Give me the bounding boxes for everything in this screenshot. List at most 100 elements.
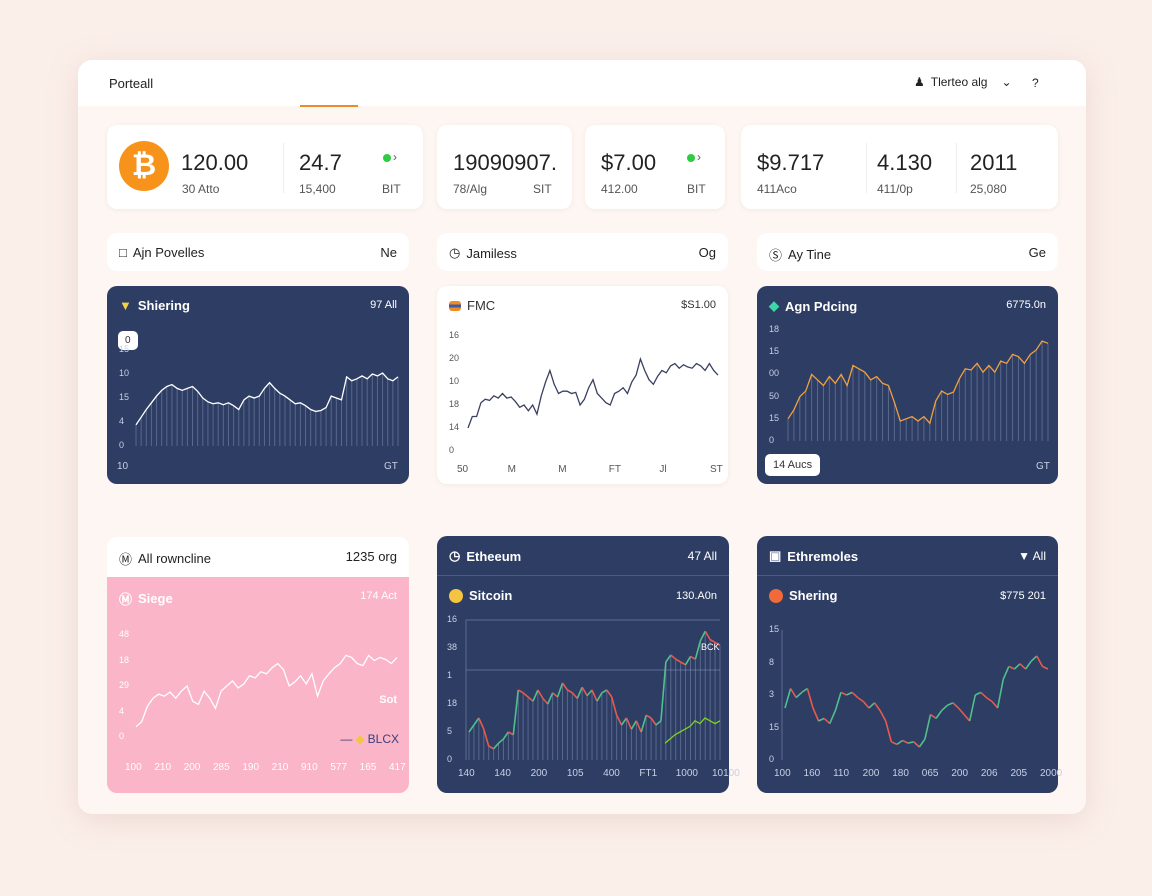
x-tick-label: 105: [566, 768, 584, 779]
y-tick-label: 18: [119, 654, 130, 665]
gem-icon: ◆: [769, 298, 779, 313]
series-label: BCK: [701, 642, 720, 652]
chart-plot: [467, 356, 719, 429]
pill-value: Og: [698, 245, 716, 260]
price-segment: [1042, 665, 1049, 670]
help-button[interactable]: ?: [1032, 76, 1039, 90]
price-segment: [591, 689, 598, 702]
price-segment: [1008, 665, 1015, 670]
price-segment: [935, 710, 943, 719]
y-tick-label: 14: [449, 422, 460, 432]
stat-card-group: $9.717 411Aco 4.130 411/0p 2011 25,080: [741, 125, 1058, 209]
price-segment: [561, 682, 569, 691]
price-segment: [610, 696, 618, 716]
filter-dropdown[interactable]: ▼ All: [1018, 549, 1046, 563]
section-pill[interactable]: ◷ Jamiless Og: [437, 233, 728, 271]
x-tick-label: 200: [862, 768, 880, 779]
price-segment: [840, 691, 847, 696]
chart-title: Agn Pdcing: [785, 298, 858, 314]
x-tick-label: 140: [494, 768, 511, 779]
price-segment: [996, 679, 1005, 709]
price-segment: [980, 691, 987, 699]
section-pill[interactable]: □ Ajn Povelles Ne: [107, 233, 409, 271]
tooltip-badge: 0: [118, 331, 138, 350]
y-tick-label: 00: [769, 368, 780, 379]
y-tick-label: 0: [769, 435, 775, 445]
price-segment: [890, 741, 898, 746]
y-tick-label: 20: [449, 353, 460, 363]
pill-label: Jamiless: [466, 245, 517, 261]
divider: [437, 575, 729, 576]
price-segment: [620, 717, 628, 726]
section-pill[interactable]: Ⓢ Ay Tine Ge: [757, 233, 1058, 271]
stat-tag: BIT: [687, 182, 706, 196]
price-segment: [1002, 666, 1010, 680]
price-segment: [601, 689, 608, 694]
price-segment: [963, 713, 971, 722]
section-title: Etheeum: [466, 548, 522, 564]
price-segment: [823, 717, 831, 725]
y-tick-label: 1: [447, 670, 453, 680]
price-segment: [884, 720, 893, 743]
price-segment: [596, 692, 603, 702]
status-dot-icon: [383, 154, 391, 162]
price-segment: [552, 692, 559, 698]
price-segment: [968, 694, 977, 722]
price-segment: [625, 717, 633, 730]
divider: [283, 143, 284, 193]
price-segment: [581, 686, 588, 697]
divider: [757, 575, 1058, 576]
price-segment: [670, 654, 677, 660]
chart-plot: [465, 619, 721, 760]
x-tick-label: Jl: [659, 464, 667, 475]
price-segment: [952, 702, 960, 709]
price-segment: [473, 717, 480, 726]
section-pill[interactable]: Ⓜ All rowncline 1235 org: [107, 537, 409, 577]
price-segment: [957, 707, 965, 716]
price-segment: [478, 717, 485, 730]
pill-value: 1235 org: [345, 549, 397, 564]
y-tick-label: 16: [449, 330, 460, 340]
x-tick-label: 200: [183, 762, 201, 773]
price-segment: [699, 630, 706, 642]
coin-icon: [769, 588, 783, 603]
chevron-down-icon: ⌄: [1001, 75, 1012, 89]
chart-title: FMC: [467, 298, 496, 313]
price-segment: [635, 720, 642, 733]
stat-value: $9.717: [757, 150, 825, 175]
series-line: [787, 340, 1049, 425]
price-segment: [801, 687, 808, 694]
stat-value: 4.130: [877, 150, 933, 175]
price-segment: [615, 714, 623, 726]
shield-icon: ▼: [119, 298, 132, 313]
price-segment: [985, 696, 993, 703]
chart-card-agn-pdcing: ◆ Agn Pdcing 6775.0n 14 Aucs 18 15 00 50 15 0 G…: [757, 286, 1058, 484]
x-tick-label: 285: [213, 762, 230, 773]
chevron-right-icon: ›: [393, 150, 397, 164]
active-tab-indicator[interactable]: [300, 105, 358, 107]
series-line: [467, 356, 719, 429]
coin-icon: [449, 588, 463, 603]
y-tick-label: 10: [119, 368, 130, 378]
y-tick-label: 0: [119, 440, 125, 450]
price-segment: [818, 717, 825, 722]
price-segment: [846, 691, 853, 696]
triangle-down-icon: ▼: [1018, 549, 1030, 563]
stat-value: $7.00: [601, 150, 657, 175]
y-tick-label: 15: [769, 721, 780, 732]
stat-sub: 411Aco: [757, 182, 797, 196]
x-tick-label: 417: [389, 762, 406, 773]
user-menu[interactable]: ♟ Tlerteo alg ⌄: [914, 75, 1012, 89]
coin-icon: Ⓜ: [119, 592, 133, 607]
chart-card-ethremoles: ▣ Ethremoles ▼ All Shering $775 201 15 8 3 1…: [757, 536, 1062, 793]
divider: [956, 143, 957, 193]
price-segment: [542, 697, 549, 705]
y-tick-label: 10: [449, 376, 460, 386]
chart-card-fmc: FMC $S1.00 16 20 10 18 14 0 50 M M FT Jl ST: [437, 286, 728, 484]
price-segment: [502, 731, 510, 740]
price-segment: [868, 702, 876, 709]
stat-sub: 411/0p: [877, 182, 913, 196]
price-segment: [834, 692, 842, 711]
stat-sub: 25,080: [970, 182, 1007, 196]
price-segment: [924, 714, 932, 740]
